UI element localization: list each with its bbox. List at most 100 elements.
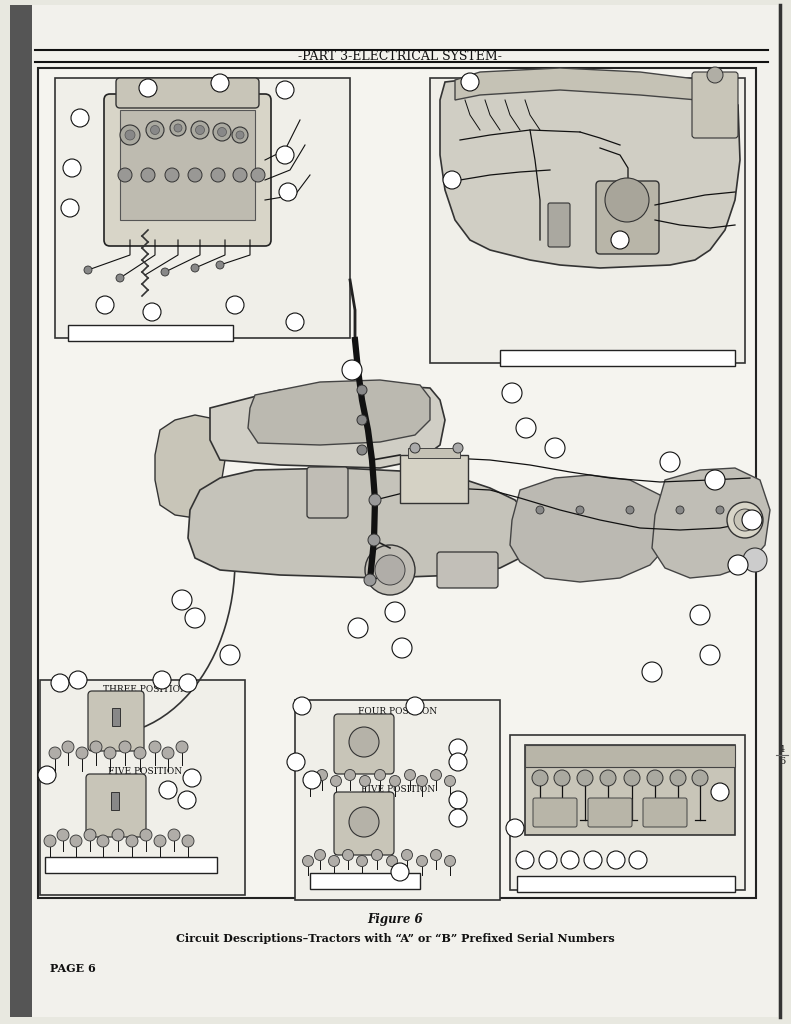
Circle shape [116, 274, 124, 282]
FancyBboxPatch shape [692, 72, 738, 138]
Circle shape [387, 855, 398, 866]
Circle shape [69, 671, 87, 689]
Circle shape [172, 590, 192, 610]
Circle shape [236, 131, 244, 139]
Circle shape [611, 231, 629, 249]
Text: 17: 17 [550, 444, 560, 452]
Circle shape [417, 855, 427, 866]
Text: THREE POSITION: THREE POSITION [103, 685, 187, 694]
Text: 10: 10 [190, 614, 200, 622]
Circle shape [303, 771, 321, 790]
Text: 5: 5 [513, 824, 517, 831]
Text: 10: 10 [73, 676, 83, 684]
Circle shape [188, 168, 202, 182]
Circle shape [315, 850, 326, 860]
Circle shape [150, 126, 160, 134]
Circle shape [233, 168, 247, 182]
Circle shape [316, 769, 327, 780]
Bar [400, 455, 468, 503]
FancyBboxPatch shape [588, 798, 632, 827]
Text: 16: 16 [290, 758, 301, 766]
Circle shape [97, 835, 109, 847]
Text: 15: 15 [452, 744, 464, 752]
FancyBboxPatch shape [548, 203, 570, 247]
Text: 6: 6 [149, 308, 154, 316]
Polygon shape [510, 475, 672, 582]
Text: LIGHT SWITCH: LIGHT SWITCH [328, 877, 402, 886]
Circle shape [232, 127, 248, 143]
Text: 28: 28 [395, 868, 405, 876]
Circle shape [251, 168, 265, 182]
Circle shape [445, 775, 456, 786]
Text: KEY-STARTER SWITCH: KEY-STARTER SWITCH [77, 860, 185, 869]
Text: 16: 16 [142, 84, 153, 92]
Circle shape [176, 741, 188, 753]
FancyBboxPatch shape [334, 792, 394, 855]
Circle shape [449, 809, 467, 827]
Circle shape [374, 769, 385, 780]
Circle shape [545, 438, 565, 458]
Bar [111, 792, 119, 810]
Circle shape [690, 605, 710, 625]
Circle shape [349, 807, 379, 837]
Circle shape [728, 555, 748, 575]
Text: 3: 3 [399, 644, 405, 652]
Text: 24: 24 [282, 188, 293, 196]
Text: 7: 7 [467, 78, 473, 86]
Circle shape [359, 775, 370, 786]
Circle shape [331, 775, 342, 786]
Circle shape [345, 769, 355, 780]
Circle shape [179, 674, 197, 692]
Text: 25: 25 [66, 164, 78, 172]
Text: PAGE 6: PAGE 6 [50, 963, 96, 974]
Text: 14: 14 [732, 561, 744, 569]
Circle shape [700, 645, 720, 665]
Text: Circuit Descriptions–Tractors with “A” or “B” Prefixed Serial Numbers: Circuit Descriptions–Tractors with “A” o… [176, 933, 615, 943]
Text: 9: 9 [165, 786, 171, 794]
Circle shape [63, 159, 81, 177]
Circle shape [183, 769, 201, 787]
Circle shape [406, 697, 424, 715]
Circle shape [554, 770, 570, 786]
Circle shape [389, 775, 400, 786]
Circle shape [449, 739, 467, 757]
Circle shape [629, 851, 647, 869]
Text: 10: 10 [280, 86, 290, 94]
Circle shape [104, 746, 116, 759]
Circle shape [642, 662, 662, 682]
Circle shape [96, 296, 114, 314]
Circle shape [348, 618, 368, 638]
Circle shape [146, 121, 164, 139]
Circle shape [226, 296, 244, 314]
FancyBboxPatch shape [533, 798, 577, 827]
Bar [40, 680, 245, 895]
Circle shape [57, 829, 69, 841]
Text: 13: 13 [307, 776, 317, 784]
Circle shape [154, 835, 166, 847]
Text: F: F [545, 752, 551, 760]
Circle shape [349, 727, 379, 757]
Text: 9: 9 [649, 668, 655, 676]
Circle shape [600, 770, 616, 786]
Circle shape [516, 418, 536, 438]
Circle shape [539, 851, 557, 869]
Circle shape [365, 545, 415, 595]
Circle shape [449, 753, 467, 771]
Circle shape [126, 835, 138, 847]
Circle shape [392, 638, 412, 658]
Text: 18: 18 [664, 458, 676, 466]
Text: 17: 17 [65, 204, 75, 212]
FancyBboxPatch shape [596, 181, 659, 254]
Text: 1: 1 [567, 856, 573, 864]
Circle shape [502, 383, 522, 403]
Text: 6: 6 [779, 758, 785, 767]
Circle shape [506, 819, 524, 837]
Circle shape [134, 746, 146, 759]
Circle shape [461, 73, 479, 91]
Bar [45, 857, 217, 873]
Text: FOUR POSITION: FOUR POSITION [358, 708, 437, 717]
Text: GASOLINE IGNITION SYSTEM: GASOLINE IGNITION SYSTEM [545, 353, 690, 362]
Circle shape [170, 120, 186, 136]
FancyBboxPatch shape [307, 467, 348, 518]
Text: 13: 13 [297, 702, 308, 710]
